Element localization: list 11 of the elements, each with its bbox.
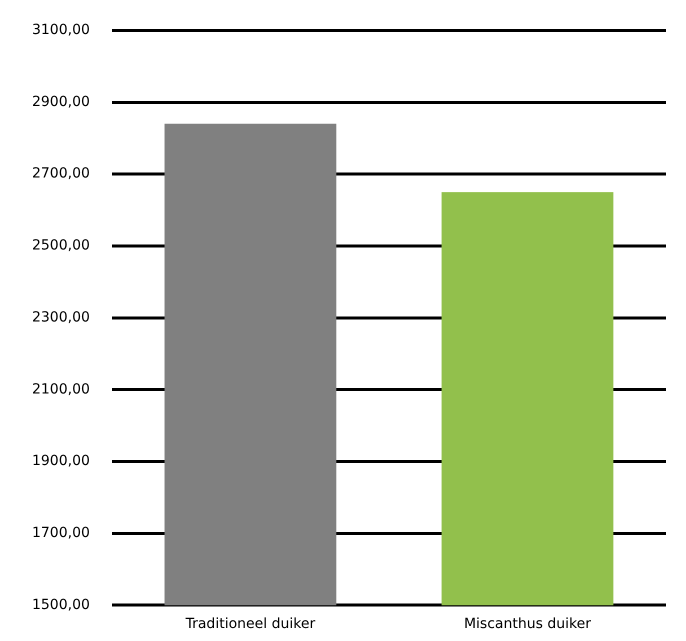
- y-tick-label: 2500,00: [32, 238, 90, 254]
- y-tick-label: 3100,00: [32, 22, 90, 38]
- y-tick-label: 1500,00: [32, 596, 90, 613]
- y-tick-label: 1900,00: [32, 453, 90, 470]
- x-tick-label: Traditioneel duiker: [184, 616, 316, 632]
- y-tick-label: 2700,00: [32, 166, 90, 182]
- x-tick-label: Miscanthus duiker: [464, 616, 592, 632]
- y-tick-label: 2100,00: [32, 381, 90, 398]
- y-tick-label: 2300,00: [32, 309, 90, 326]
- y-tick-label: 1700,00: [32, 524, 90, 541]
- y-tick-label: 2900,00: [32, 94, 90, 110]
